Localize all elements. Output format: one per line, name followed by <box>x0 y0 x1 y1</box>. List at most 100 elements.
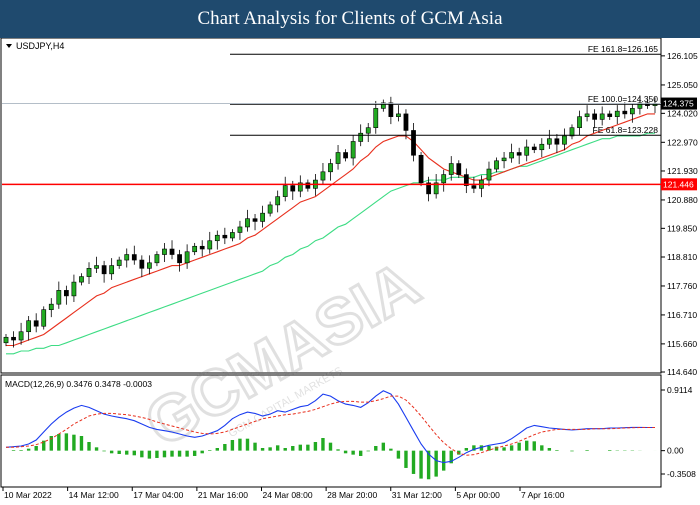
time-tick-label: 5 Apr 00:00 <box>456 490 500 500</box>
price-tick-label: 116.710 <box>667 310 697 320</box>
candle <box>441 169 447 192</box>
fibonacci-levels: FE 161.8=126.165 FE 100.0=124.350 FE 61.8=… <box>2 44 697 191</box>
symbol-label: USDJPY,H4 <box>16 41 64 51</box>
candle <box>388 96 394 125</box>
candle <box>222 227 228 245</box>
candle <box>184 244 190 269</box>
candle <box>509 143 514 163</box>
candle <box>214 230 220 250</box>
candle <box>18 322 24 345</box>
candle <box>463 168 469 194</box>
chevron-down-icon[interactable] <box>6 44 12 48</box>
candle <box>343 149 348 162</box>
candle <box>448 156 454 181</box>
price-tick-label: 125.050 <box>667 80 698 90</box>
fibo-level-label: FE 61.8=123.228 <box>593 125 659 135</box>
candle <box>237 220 243 240</box>
candle <box>252 213 258 231</box>
moving-averages <box>6 113 655 355</box>
candle <box>328 158 333 181</box>
time-tick-label: 21 Mar 16:00 <box>198 490 248 500</box>
price-tick-label: 121.930 <box>667 166 698 176</box>
candle <box>373 100 379 134</box>
time-axis: 10 Mar 2022 14 Mar 12:00 17 Mar 04:00 21 Ma… <box>2 487 565 500</box>
candle <box>494 157 499 173</box>
fibo-level-label: FE 100.0=124.350 <box>588 94 658 104</box>
time-tick-label: 14 Mar 12:00 <box>69 490 119 500</box>
candle <box>94 256 99 274</box>
candle <box>350 135 356 166</box>
chart-title: Chart Analysis for Clients of GCM Asia <box>197 8 503 29</box>
macd-line <box>5 390 655 464</box>
candle <box>101 260 107 283</box>
candle <box>275 190 281 213</box>
macd-tick-label: 0.00 <box>667 446 684 456</box>
candle <box>131 245 137 265</box>
candle <box>622 102 628 119</box>
support-price-label: 121.446 <box>663 179 694 189</box>
macd-signal-line <box>6 395 655 456</box>
candle <box>501 151 507 169</box>
price-tick-label: 118.810 <box>667 252 697 262</box>
candle <box>486 161 492 187</box>
macd-panel: 0.9114 0.00 -0.3508 <box>5 385 696 480</box>
candle <box>124 248 130 268</box>
candle <box>207 231 213 254</box>
price-axis: 126.105 125.050 124.020 122.970 121.930 120.8… <box>661 51 698 377</box>
candle <box>365 123 371 143</box>
time-tick-label: 17 Mar 04:00 <box>133 490 183 500</box>
price-tick-label: 126.105 <box>667 51 698 61</box>
candle <box>48 298 54 318</box>
candle <box>282 176 288 202</box>
candle <box>335 145 341 170</box>
candle <box>139 255 145 278</box>
ma-green-line <box>6 132 655 355</box>
price-tick-label: 117.760 <box>667 281 697 291</box>
candle <box>433 174 439 199</box>
candle <box>524 139 530 162</box>
price-tick-label: 114.640 <box>667 367 697 377</box>
price-tick-label: 124.020 <box>667 108 698 118</box>
candle <box>380 99 386 112</box>
candle <box>554 134 560 154</box>
candle <box>592 109 598 129</box>
candles <box>3 95 658 348</box>
current-price-tag <box>661 97 697 110</box>
candle <box>147 255 152 275</box>
price-chart-svg: GCMASIA GCM CAPITAL MARKETS FE 161.8=126… <box>0 37 698 500</box>
candle <box>320 162 326 185</box>
candle <box>426 176 431 202</box>
candle <box>199 240 205 257</box>
macd-tick-label: -0.3508 <box>667 469 696 479</box>
candle <box>539 138 545 158</box>
ma-red-line <box>6 113 655 347</box>
candle <box>562 128 567 151</box>
candle <box>305 179 311 192</box>
candle <box>546 129 552 149</box>
candle <box>162 242 167 262</box>
fibo-level-label: FE 161.8=126.165 <box>588 44 658 54</box>
candle <box>116 256 122 269</box>
price-tick-label: 119.850 <box>667 223 697 233</box>
candle <box>516 147 522 165</box>
candle <box>245 209 250 232</box>
chart-area: GCMASIA GCM CAPITAL MARKETS FE 161.8=126… <box>0 37 700 500</box>
candle <box>86 262 92 285</box>
main-plot-frame <box>0 37 662 374</box>
candle <box>267 201 273 217</box>
chart-title-banner: Chart Analysis for Clients of GCM Asia <box>0 0 700 38</box>
support-price-tag <box>661 178 697 191</box>
time-tick-label: 31 Mar 12:00 <box>392 490 442 500</box>
candle <box>531 143 537 154</box>
price-tick-label: 120.880 <box>667 195 698 205</box>
symbol-label-group: USDJPY,H4 <box>6 41 64 51</box>
candle <box>41 306 47 330</box>
candle <box>63 285 69 305</box>
candle <box>411 123 416 162</box>
candle <box>177 249 182 272</box>
time-tick-label: 10 Mar 2022 <box>4 490 52 500</box>
candle <box>637 95 643 115</box>
candle <box>71 274 77 302</box>
candle <box>297 175 303 198</box>
candle <box>33 313 39 333</box>
